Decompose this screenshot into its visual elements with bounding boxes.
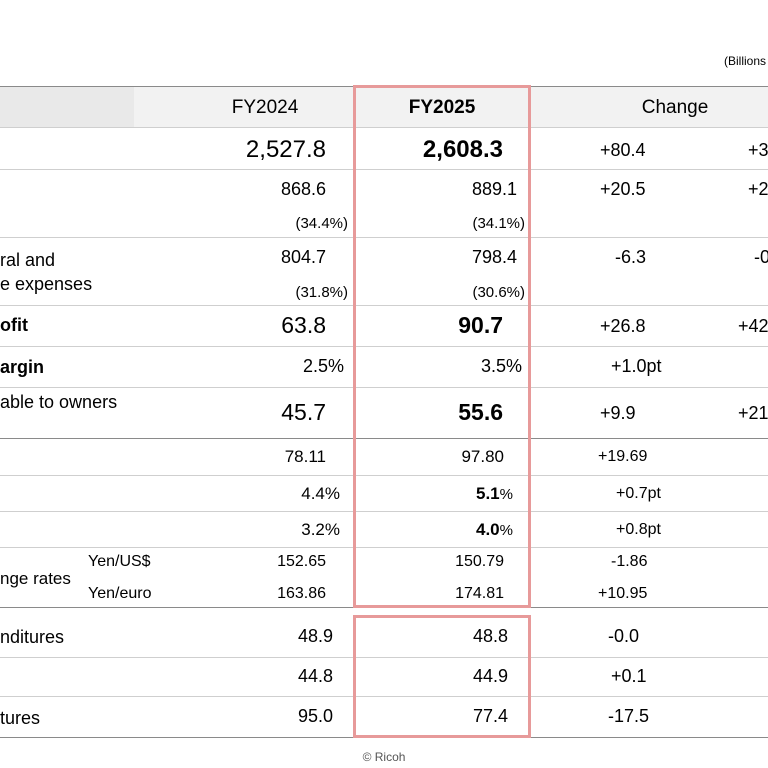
cell-change: +0.1: [611, 666, 647, 686]
row-label: ofit: [0, 315, 28, 335]
cell-fy2025: 3.5%: [480, 356, 522, 376]
cell-change: -0.0: [608, 626, 640, 646]
cell-fy2025: 90.7: [458, 312, 503, 338]
cell-change: +19.69: [598, 448, 648, 465]
cell-fy2024: 804.7: [280, 247, 326, 267]
cell-fy2025-value: 4.0%: [476, 520, 513, 540]
cell-change-pct: -0: [754, 247, 768, 267]
cell-change: -17.5: [608, 706, 650, 726]
row-label: able to owners: [0, 392, 118, 412]
row-label: nditures: [0, 627, 65, 647]
cell-fy2025-ratio: (34.1%): [472, 215, 525, 232]
cell-fy2024: 868.6: [280, 179, 326, 199]
row-rule: [0, 346, 768, 347]
row-rule: [0, 511, 768, 512]
cell-fy2025: 174.81: [455, 585, 504, 602]
row-label: argin: [0, 357, 45, 377]
cell-fy2025: 55.6: [458, 399, 503, 425]
sub-label-euro: Yen/euro: [88, 585, 152, 602]
row-rule: [0, 696, 768, 697]
cell-fy2025: 2,608.3: [422, 136, 503, 163]
cell-change-pct: +21: [738, 403, 768, 423]
cell-fy2025: 44.9: [472, 666, 508, 686]
row-rule: [0, 305, 768, 306]
cell-change-pct: +3: [748, 140, 768, 160]
col-header-change: Change: [641, 97, 709, 118]
row-rule: [0, 387, 768, 388]
row-rule: [0, 475, 768, 476]
cell-fy2024: 95.0: [297, 706, 333, 726]
col-header-fy2025: FY2025: [408, 97, 476, 118]
row-label: e expenses: [0, 274, 93, 294]
cell-fy2024: 78.11: [284, 447, 326, 466]
fy2025-highlight-box-lower: [353, 615, 531, 738]
cell-change-pct: +42: [738, 316, 768, 336]
section-rule: [0, 438, 768, 439]
cell-fy2024: 63.8: [281, 312, 326, 338]
cell-fy2024-ratio: (31.8%): [295, 284, 348, 301]
row-label: ral and: [0, 250, 56, 270]
cell-fy2024: 163.86: [277, 585, 326, 602]
sub-label-usd: Yen/US$: [88, 553, 151, 570]
cell-fy2024: 45.7: [281, 399, 326, 425]
row-label: nge rates: [0, 569, 71, 588]
cell-change: +0.8pt: [616, 521, 661, 538]
fy2025-highlight-box: [353, 85, 531, 608]
cell-fy2024-ratio: (34.4%): [295, 215, 348, 232]
header-band-left: [0, 87, 134, 127]
cell-fy2024: 4.4%: [301, 484, 340, 503]
cell-fy2025: 798.4: [471, 247, 517, 267]
copyright-footer: © Ricoh: [362, 750, 406, 764]
cell-fy2025: 48.8: [472, 626, 508, 646]
cell-fy2025-value: 5.1%: [476, 484, 513, 504]
cell-change-pct: +2: [748, 179, 768, 199]
cell-fy2024: 152.65: [277, 553, 326, 570]
row-rule: [0, 237, 768, 238]
col-header-fy2024: FY2024: [231, 97, 299, 118]
row-rule: [0, 547, 768, 548]
row-rule: [0, 657, 768, 658]
cell-fy2025-percent-sign: %: [499, 486, 513, 503]
cell-change: +9.9: [600, 403, 636, 423]
units-note: (Billions: [724, 54, 767, 68]
cell-change: +80.4: [600, 140, 646, 160]
cell-change: -6.3: [615, 247, 647, 267]
cell-change: +0.7pt: [616, 485, 661, 502]
cell-change: -1.86: [611, 553, 648, 570]
cell-fy2024: 2,527.8: [245, 136, 326, 163]
cell-fy2024: 44.8: [297, 666, 333, 686]
cell-fy2025: 97.80: [461, 447, 504, 466]
cell-change: +1.0pt: [611, 356, 662, 376]
cell-change: +20.5: [600, 179, 646, 199]
cell-fy2025-ratio: (30.6%): [472, 284, 525, 301]
cell-fy2024: 48.9: [297, 626, 333, 646]
row-label: tures: [0, 708, 41, 728]
cell-fy2025-number: 5.1: [476, 484, 500, 503]
cell-change: +26.8: [600, 316, 646, 336]
cell-fy2025: 77.4: [472, 706, 508, 726]
cell-fy2025-percent-sign: %: [499, 522, 513, 539]
row-rule: [0, 169, 768, 170]
cell-change: +10.95: [598, 585, 648, 602]
cell-fy2024: 2.5%: [302, 356, 344, 376]
cell-fy2025: 150.79: [455, 553, 504, 570]
header-rule: [0, 127, 768, 128]
cell-fy2025-number: 4.0: [476, 520, 500, 539]
cell-fy2024: 3.2%: [301, 520, 340, 539]
cell-fy2025: 889.1: [471, 179, 517, 199]
